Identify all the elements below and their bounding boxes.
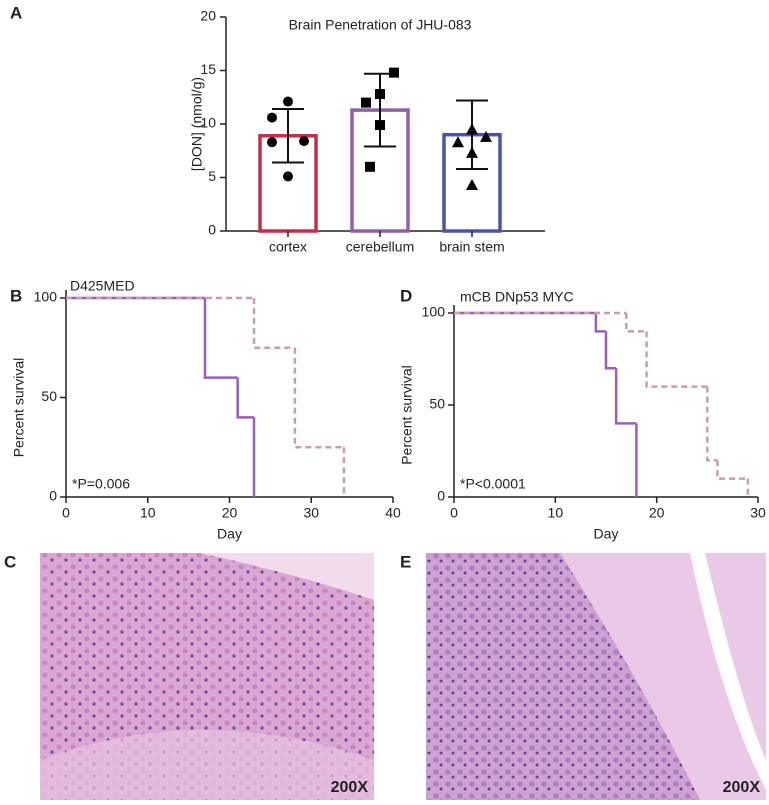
x-tick-label: 0 xyxy=(450,505,458,521)
x-tick-label: 40 xyxy=(385,505,401,521)
survival-step xyxy=(625,313,647,333)
panel-label: D xyxy=(400,286,412,305)
y-tick-label: 20 xyxy=(200,8,216,24)
x-axis-label: Day xyxy=(594,526,619,542)
y-axis-label: Percent survival xyxy=(11,358,27,458)
x-tick-label: 10 xyxy=(140,505,156,521)
y-tick-label: 100 xyxy=(422,304,446,320)
x-tick-label: 20 xyxy=(222,505,238,521)
x-tick-label: brain stem xyxy=(439,239,504,255)
x-tick-label: cortex xyxy=(269,239,307,255)
survival-step xyxy=(645,331,708,388)
chart-title: D425MED xyxy=(70,278,135,294)
data-point xyxy=(267,137,277,148)
data-point xyxy=(389,67,399,78)
error-bar xyxy=(272,108,304,164)
data-point xyxy=(361,97,371,108)
y-tick-label: 0 xyxy=(437,488,445,504)
data-point xyxy=(480,130,492,142)
magnification: 200X xyxy=(331,779,369,796)
y-axis-label: [DON] (nmol/g) xyxy=(189,77,205,171)
magnification: 200X xyxy=(723,779,761,796)
survival-step xyxy=(706,386,718,462)
y-tick-label: 0 xyxy=(208,222,216,238)
y-tick-label: 50 xyxy=(41,388,57,404)
survival-step xyxy=(594,313,606,333)
data-point xyxy=(365,161,375,172)
x-tick-label: 30 xyxy=(303,505,319,521)
x-axis-label: Day xyxy=(217,526,242,542)
chart-title: Brain Penetration of JHU-083 xyxy=(289,17,472,33)
panel-label: E xyxy=(400,552,411,571)
annotation: *P=0.006 xyxy=(72,476,130,492)
data-point xyxy=(283,96,293,107)
survival-step xyxy=(716,460,748,480)
y-tick-label: 10 xyxy=(200,115,216,131)
x-tick-label: 10 xyxy=(548,505,564,521)
survival-step xyxy=(236,377,255,419)
data-point xyxy=(267,112,277,123)
data-point xyxy=(375,120,385,131)
data-point xyxy=(283,171,293,182)
panel-label: A xyxy=(10,3,22,22)
annotation: *P<0.0001 xyxy=(460,476,526,492)
data-point xyxy=(466,146,478,158)
x-tick-label: 20 xyxy=(649,505,665,521)
y-tick-label: 0 xyxy=(49,488,57,504)
image-e xyxy=(426,553,766,800)
panel-label: B xyxy=(10,286,22,305)
y-axis-label: Percent survival xyxy=(399,365,415,465)
panel-label: C xyxy=(4,552,16,571)
survival-step xyxy=(614,368,637,425)
data-point xyxy=(466,178,478,190)
survival-step xyxy=(604,331,617,370)
x-tick-label: 30 xyxy=(750,505,766,521)
survival-step xyxy=(203,298,238,379)
data-point xyxy=(466,123,478,135)
data-point xyxy=(299,136,309,147)
y-tick-label: 100 xyxy=(34,289,58,305)
chart-title: mCB DNp53 MYC xyxy=(460,289,574,305)
data-point xyxy=(375,89,385,100)
survival-step xyxy=(293,347,344,449)
y-tick-label: 15 xyxy=(200,61,216,77)
x-tick-label: 0 xyxy=(62,505,70,521)
x-tick-label: cerebellum xyxy=(346,239,414,255)
y-tick-label: 5 xyxy=(208,168,216,184)
image-c xyxy=(40,553,374,800)
y-tick-label: 50 xyxy=(429,396,445,412)
data-point xyxy=(452,136,464,148)
survival-step xyxy=(252,298,295,349)
